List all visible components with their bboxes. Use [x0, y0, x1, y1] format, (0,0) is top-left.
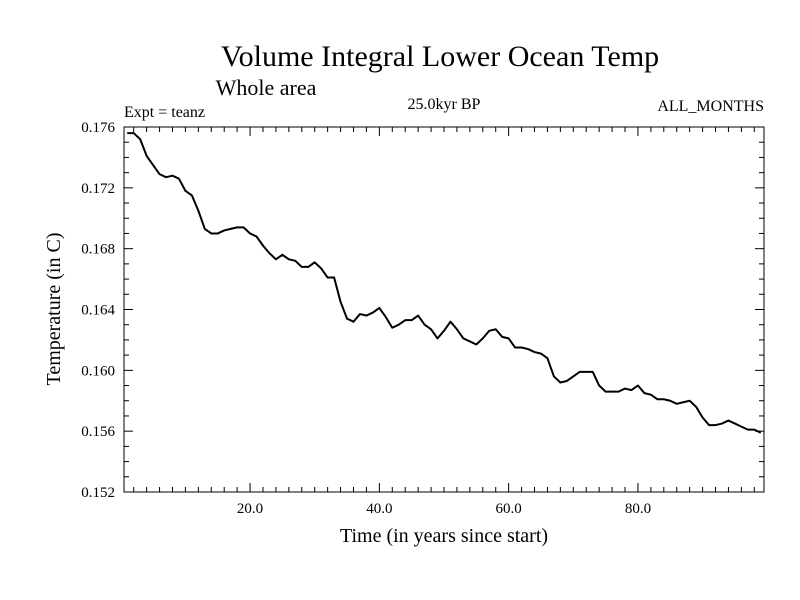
- y-tick-label: 0.156: [81, 424, 115, 440]
- chart-title: Volume Integral Lower Ocean Temp: [221, 40, 659, 73]
- y-tick-label: 0.168: [81, 242, 115, 258]
- y-tick-label: 0.152: [81, 485, 115, 501]
- x-axis-label: Time (in years since start): [340, 525, 548, 547]
- y-tick-label: 0.172: [81, 181, 115, 197]
- x-tick-label: 40.0: [366, 501, 392, 517]
- months-label: ALL_MONTHS: [657, 98, 764, 115]
- y-tick-labels: 0.152 0.156 0.160 0.164 0.168 0.172 0.176: [81, 120, 115, 501]
- x-tick-label: 60.0: [496, 501, 522, 517]
- x-tick-labels: 20.0 40.0 60.0 80.0: [237, 501, 651, 517]
- period-label: 25.0kyr BP: [408, 96, 481, 113]
- y-tick-label: 0.160: [81, 363, 115, 379]
- axis-ticks: [124, 126, 764, 493]
- chart-subtitle: Whole area: [216, 75, 317, 100]
- temperature-series-line: [127, 132, 762, 434]
- y-tick-label: 0.164: [81, 303, 115, 319]
- x-tick-label: 80.0: [625, 501, 651, 517]
- experiment-label: Expt = teanz: [124, 104, 205, 121]
- y-axis-label: Temperature (in C): [43, 233, 65, 386]
- plot-frame: [123, 126, 765, 493]
- x-tick-label: 20.0: [237, 501, 263, 517]
- y-tick-label: 0.176: [81, 120, 115, 136]
